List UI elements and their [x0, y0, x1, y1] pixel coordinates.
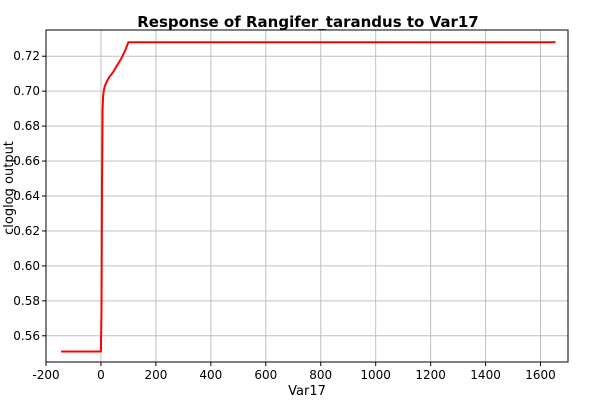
x-tick-label: 1600 [525, 368, 556, 382]
x-tick-label: 800 [309, 368, 332, 382]
y-axis-title: cloglog output [2, 141, 17, 235]
y-tick-label: 0.58 [13, 294, 40, 308]
x-tick-label: 1000 [360, 368, 391, 382]
x-tick-label: 600 [254, 368, 277, 382]
y-tick-label: 0.62 [13, 224, 40, 238]
y-tick-label: 0.70 [13, 84, 40, 98]
y-tick-label: 0.56 [13, 329, 40, 343]
x-tick-label: 1200 [415, 368, 446, 382]
x-tick-label: 200 [144, 368, 167, 382]
y-tick-label: 0.64 [13, 189, 40, 203]
grid [45, 30, 568, 362]
x-axis: -200 0 200 400 600 800 1000 1200 1400 1600 [32, 362, 556, 382]
x-tick-label: 400 [199, 368, 222, 382]
x-axis-title: Var17 [288, 384, 326, 399]
series-layer [61, 41, 556, 353]
series-line [61, 41, 556, 353]
x-tick-label: 1400 [470, 368, 501, 382]
y-tick-label: 0.68 [13, 119, 40, 133]
x-tick-label: -200 [32, 368, 59, 382]
y-tick-label: 0.66 [13, 154, 40, 168]
x-tick-label: 0 [97, 368, 105, 382]
y-tick-label: 0.60 [13, 259, 40, 273]
chart-title: Response of Rangifer_tarandus to Var17 [137, 13, 479, 31]
y-axis: 0.56 0.58 0.60 0.62 0.64 0.66 0.68 0.70 0.72 [13, 49, 46, 343]
y-tick-label: 0.72 [13, 49, 40, 63]
